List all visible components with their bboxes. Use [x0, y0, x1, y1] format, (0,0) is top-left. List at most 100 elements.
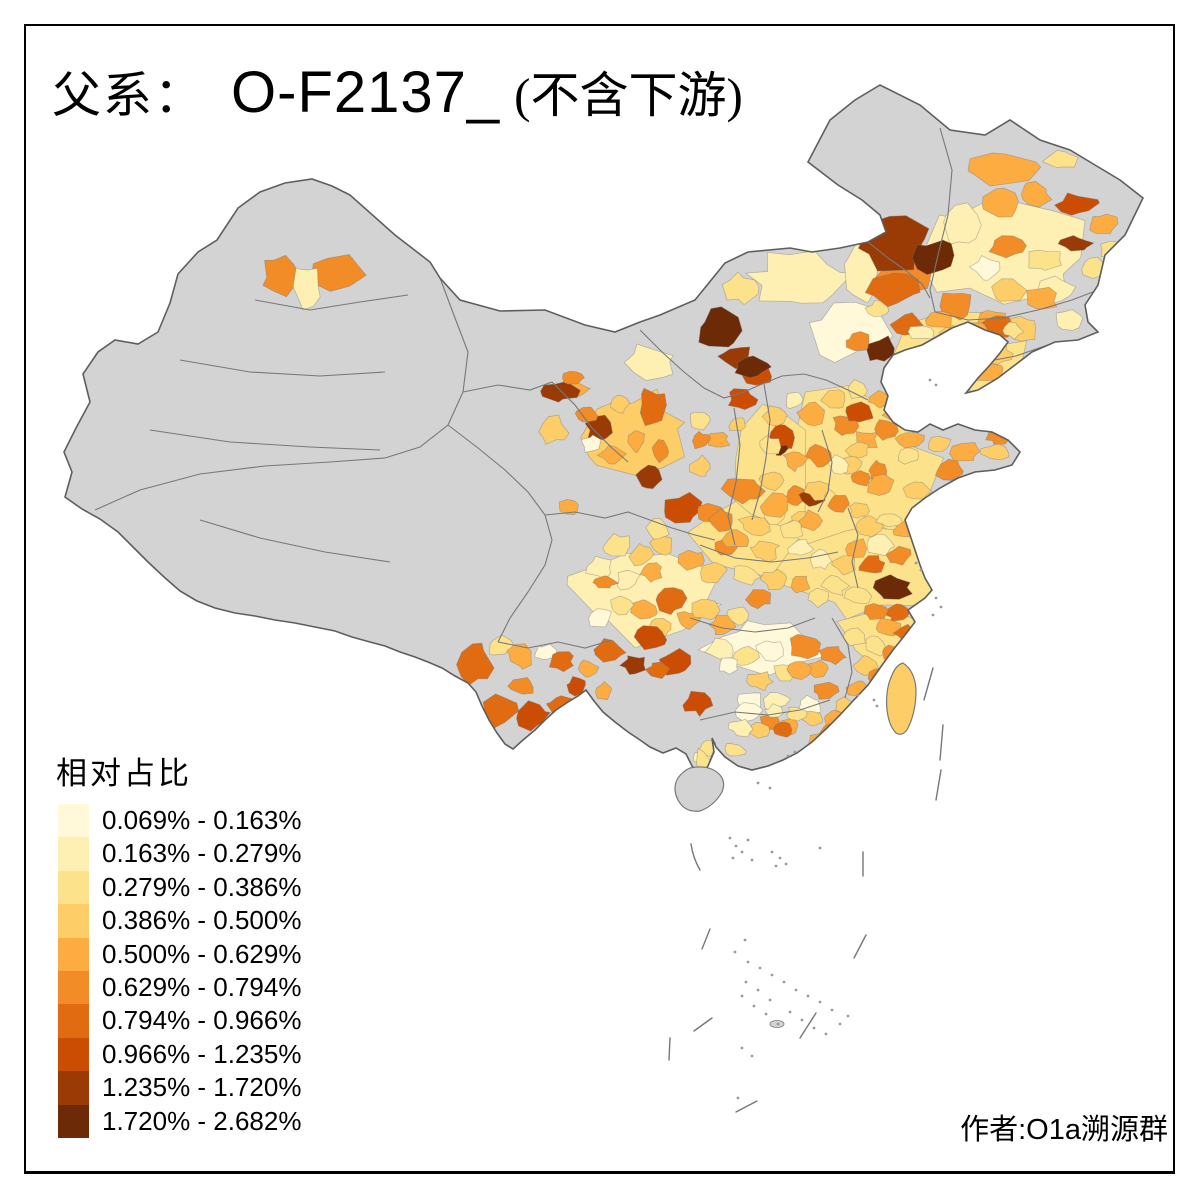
province-boundary-line	[447, 424, 553, 643]
map-region	[991, 278, 1028, 302]
map-region	[727, 388, 759, 410]
map-region	[721, 271, 760, 306]
legend-swatch	[58, 1004, 89, 1038]
map-region	[789, 633, 822, 660]
province-boundary-line	[934, 289, 1099, 321]
map-region	[516, 700, 551, 732]
map-region	[911, 239, 955, 275]
map-region	[482, 693, 520, 730]
map-region	[635, 464, 663, 490]
title-paternal-label: 父系：	[52, 68, 206, 123]
map-region	[943, 202, 982, 245]
legend-swatch	[58, 904, 89, 938]
map-region	[644, 661, 670, 679]
map-region	[737, 515, 771, 537]
island-mark	[758, 966, 762, 970]
map-region	[790, 575, 811, 594]
province-boundary-line	[94, 457, 386, 511]
map-region	[700, 561, 728, 584]
map-region	[798, 509, 824, 532]
island-mark	[800, 1018, 804, 1022]
map-region	[897, 447, 919, 465]
map-region	[786, 661, 813, 681]
map-region	[506, 643, 532, 670]
map-region	[786, 391, 804, 409]
dash-line-segment	[701, 928, 711, 950]
province-boundary-line	[847, 507, 859, 589]
province-boundary-line	[817, 429, 833, 513]
province-boundary-line	[199, 519, 391, 563]
island-mark	[806, 994, 810, 998]
island-mark	[812, 1026, 816, 1030]
map-region	[865, 635, 887, 657]
map-region	[889, 359, 918, 382]
province-boundary-line	[699, 544, 839, 563]
province-boundaries	[94, 127, 1099, 721]
legend-item: 0.629% - 0.794%	[58, 970, 301, 1005]
map-region	[691, 598, 721, 620]
legend-label: 0.069% - 0.163%	[102, 805, 302, 835]
island-mark	[830, 1008, 834, 1012]
map-region	[813, 681, 840, 700]
legend-item: 1.235% - 1.720%	[58, 1071, 301, 1105]
dash-line-segment	[735, 1100, 758, 1113]
dash-line-segment	[853, 934, 867, 959]
map-region	[628, 543, 655, 567]
dash-line-segment	[693, 1017, 713, 1032]
map-region	[721, 529, 750, 548]
island-mark	[788, 1010, 792, 1014]
map-region	[651, 439, 670, 464]
island-mark	[774, 864, 778, 868]
map-region	[707, 508, 733, 533]
island-mark	[768, 786, 772, 790]
map-region	[1089, 213, 1119, 235]
map-region	[639, 387, 667, 427]
island-mark	[744, 980, 748, 984]
legend-swatch	[58, 1037, 89, 1072]
map-region	[1054, 192, 1100, 216]
island-mark	[736, 1096, 740, 1100]
island-mark	[746, 960, 750, 964]
island-mark	[794, 988, 798, 992]
mainland-outline	[63, 84, 1145, 778]
map-region	[655, 587, 688, 616]
map-region	[690, 411, 711, 431]
province-boundary-line	[544, 511, 716, 541]
legend-label: 1.720% - 2.682%	[102, 1105, 302, 1136]
map-region	[981, 187, 1019, 218]
legend-swatch	[58, 1071, 89, 1105]
legend-item: 0.279% - 0.386%	[58, 870, 302, 905]
island-mark	[818, 846, 822, 850]
island-mark	[756, 988, 760, 992]
map-region	[759, 434, 782, 455]
map-region	[820, 389, 846, 409]
map-region	[858, 555, 886, 574]
map-region	[827, 454, 849, 475]
island-mark	[734, 844, 738, 848]
legend-label: 0.794% - 0.966%	[102, 1005, 302, 1036]
map-region	[718, 657, 738, 675]
map-region	[602, 533, 631, 557]
map-region	[562, 370, 585, 385]
map-region	[588, 608, 612, 628]
map-region	[744, 589, 772, 610]
map-region	[595, 681, 613, 700]
map-region	[867, 473, 895, 496]
dash-line-segment	[668, 1037, 671, 1061]
map-region	[843, 586, 873, 604]
map-region	[759, 568, 788, 591]
island-mark	[872, 698, 876, 702]
title-qualifier: (不含下游)	[514, 68, 743, 123]
legend-label: 0.279% - 0.386%	[102, 871, 302, 902]
map-region	[577, 659, 600, 678]
dash-line-segment	[923, 667, 934, 701]
small-islands	[728, 378, 943, 1100]
map-region	[677, 549, 705, 571]
island-mark	[770, 973, 774, 977]
map-region	[875, 618, 902, 637]
map-region	[688, 454, 711, 477]
legend-swatch	[58, 970, 89, 1005]
island-mark	[928, 378, 932, 382]
map-region	[627, 430, 645, 454]
map-region	[924, 310, 952, 329]
